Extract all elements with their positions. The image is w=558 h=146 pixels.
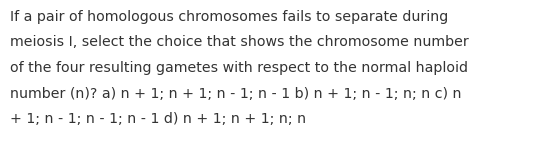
Text: meiosis I, select the choice that shows the chromosome number: meiosis I, select the choice that shows … xyxy=(10,35,469,49)
Text: of the four resulting gametes with respect to the normal haploid: of the four resulting gametes with respe… xyxy=(10,61,468,75)
Text: + 1; n - 1; n - 1; n - 1 d) n + 1; n + 1; n; n: + 1; n - 1; n - 1; n - 1 d) n + 1; n + 1… xyxy=(10,112,306,126)
Text: number (n)? a) n + 1; n + 1; n - 1; n - 1 b) n + 1; n - 1; n; n c) n: number (n)? a) n + 1; n + 1; n - 1; n - … xyxy=(10,86,461,100)
Text: If a pair of homologous chromosomes fails to separate during: If a pair of homologous chromosomes fail… xyxy=(10,10,448,24)
